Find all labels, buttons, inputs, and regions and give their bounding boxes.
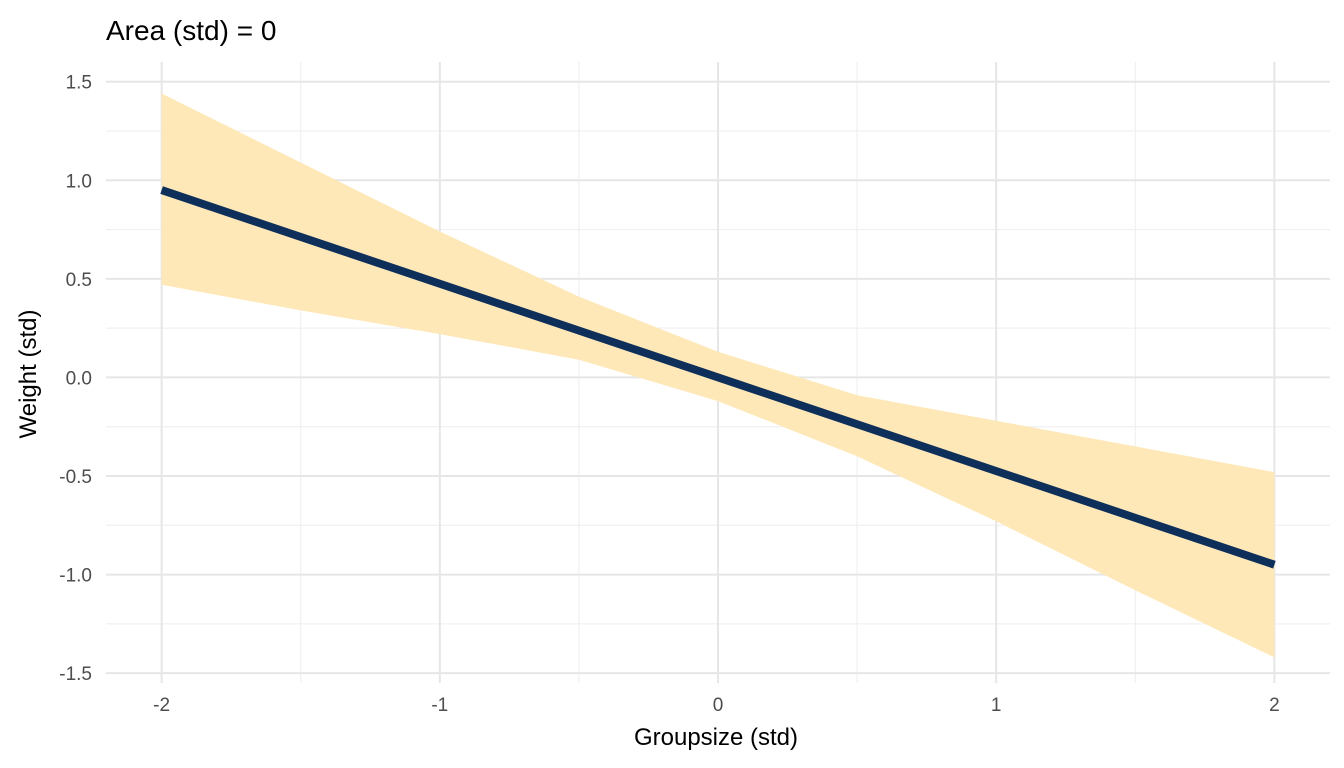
y-tick-label: 0.0 — [66, 368, 92, 389]
series-line-group — [160, 186, 1276, 569]
y-tick-label: 1.0 — [66, 171, 92, 192]
y-tick-label: 0.5 — [66, 270, 92, 291]
x-tick-label: -1 — [431, 695, 448, 716]
y-tick-label: -1.5 — [59, 664, 92, 685]
y-axis-title: Weight (std) — [15, 310, 42, 439]
y-tick-label: -1.0 — [59, 566, 92, 587]
chart-title: Area (std) = 0 — [106, 15, 276, 46]
series-line — [160, 186, 1276, 569]
x-tick-labels: -2 -1 0 1 2 — [153, 695, 1279, 716]
x-tick-label: -2 — [153, 695, 170, 716]
y-tick-labels: -1.5 -1.0 -0.5 0.0 0.5 1.0 1.5 — [59, 73, 92, 685]
y-tick-label: 1.5 — [66, 73, 92, 94]
x-tick-label: 1 — [991, 695, 1002, 716]
y-tick-label: -0.5 — [59, 467, 92, 488]
x-axis-title: Groupsize (std) — [634, 724, 798, 751]
x-tick-label: 2 — [1269, 695, 1280, 716]
x-tick-label: 0 — [713, 695, 724, 716]
